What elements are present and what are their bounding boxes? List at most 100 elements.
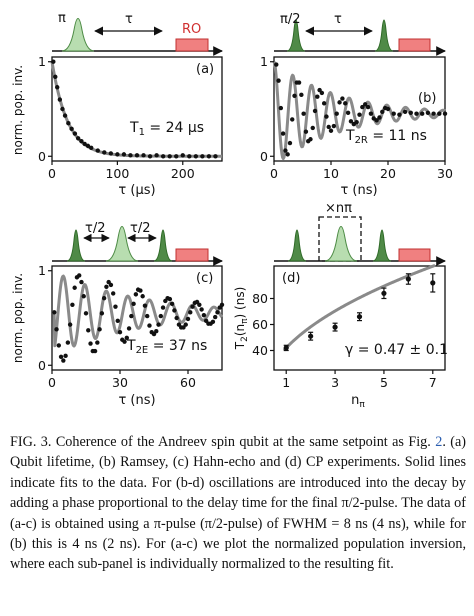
data-point (385, 106, 391, 112)
data-point (147, 323, 152, 328)
data-point (58, 354, 64, 359)
data-point (65, 340, 71, 345)
y-tick-label: 60 (252, 317, 268, 332)
data-point (283, 148, 288, 153)
data-point (365, 104, 371, 110)
data-point (360, 104, 365, 110)
data-point (201, 312, 207, 318)
chart-marks-c: 0 30 60 0 1 (38, 263, 225, 390)
data-point (111, 291, 116, 296)
data-point (188, 310, 193, 315)
x-tick-label: 7 (429, 375, 437, 390)
data-point (79, 138, 84, 144)
data-point (340, 96, 345, 101)
panel-b: π/2 τ 0 10 20 30 0 1 (b) T2R = 11 ns τ (ns) (260, 12, 453, 198)
data-point (287, 140, 293, 146)
data-point (368, 111, 374, 116)
data-point (278, 105, 284, 111)
data-point (99, 311, 105, 316)
x-tick-label: 200 (171, 166, 195, 181)
annotation-t2r: T2R = 11 ns (345, 128, 427, 146)
data-point (115, 318, 120, 324)
panel-a: π τ RO 0 100 200 0 1 (a) T1 = 24 μs τ (μs) n… (11, 11, 223, 198)
data-point (276, 78, 281, 83)
data-point (193, 154, 199, 159)
tau-half-label-1: τ/2 (85, 221, 105, 236)
data-point (86, 328, 91, 333)
data-point (82, 141, 87, 147)
data-point (408, 110, 413, 115)
fit-line (51, 274, 224, 348)
data-point (81, 294, 86, 299)
data-point (402, 109, 408, 115)
data-point (101, 295, 107, 301)
data-point (115, 152, 120, 157)
data-point (331, 123, 337, 129)
data-point (363, 102, 368, 107)
data-point (285, 152, 290, 157)
panel-d: ×nπ 1 3 5 7 40 60 80 (d) γ = 0.47 ± 0.1 nπ T2(… (233, 201, 448, 410)
caption-figure-link[interactable]: 2 (435, 434, 443, 450)
data-point (381, 290, 387, 296)
data-point (57, 97, 63, 102)
data-point (180, 153, 185, 158)
panel-label-d: (d) (282, 271, 300, 286)
data-point (160, 305, 166, 310)
pulse-sequence-d: ×nπ (274, 201, 446, 266)
data-point (414, 111, 419, 116)
data-point (185, 316, 191, 322)
data-point (219, 302, 225, 307)
data-point (206, 154, 212, 159)
pulse-sequence-b: π/2 τ (274, 12, 446, 56)
data-point (374, 118, 379, 123)
pi-half-pulse-label: π/2 (280, 12, 300, 27)
data-point (337, 100, 342, 105)
data-point (140, 294, 145, 299)
tau-label-b: τ (334, 12, 342, 27)
x-tick-label: 0 (48, 375, 56, 390)
x-tick-label: 100 (105, 166, 129, 181)
repeat-label: ×nπ (325, 201, 352, 216)
fit-line (272, 61, 446, 161)
data-point (122, 339, 127, 344)
data-point (134, 153, 140, 158)
data-point (292, 93, 297, 98)
data-point (345, 110, 351, 115)
data-point (332, 324, 338, 330)
data-point (97, 327, 102, 332)
y-tick-label: 0 (38, 149, 46, 164)
axes-frame-a (51, 56, 223, 162)
tau-half-label-2: τ/2 (130, 221, 150, 236)
data-point (326, 124, 331, 130)
data-point (113, 304, 118, 309)
data-point (147, 154, 153, 159)
data-point (53, 74, 58, 80)
data-point (356, 314, 363, 320)
y-tick-label: 0 (38, 358, 46, 373)
data-point (296, 80, 302, 85)
ylabel-c: norm. pop. inv. (11, 273, 25, 363)
axes-frame-b (273, 56, 446, 162)
data-point (69, 126, 74, 132)
x-tick-label: 20 (380, 166, 396, 181)
data-point (129, 313, 134, 319)
data-point (128, 153, 133, 158)
data-point (380, 109, 385, 115)
panel-label-c: (c) (196, 271, 213, 286)
x-tick-label: 1 (282, 375, 290, 390)
data-point (60, 106, 65, 112)
data-point (283, 345, 289, 351)
data-point (72, 285, 77, 290)
data-point (174, 154, 179, 159)
data-point (56, 343, 61, 348)
y-tick-label: 1 (260, 54, 268, 69)
data-point (357, 112, 362, 117)
data-point (108, 151, 114, 156)
x-tick-label: 5 (380, 375, 388, 390)
data-point (348, 119, 354, 124)
panel-label-b: (b) (418, 91, 436, 106)
data-point (138, 288, 143, 293)
data-point (213, 314, 218, 320)
data-point (77, 273, 82, 278)
x-tick-label: 60 (180, 375, 196, 390)
